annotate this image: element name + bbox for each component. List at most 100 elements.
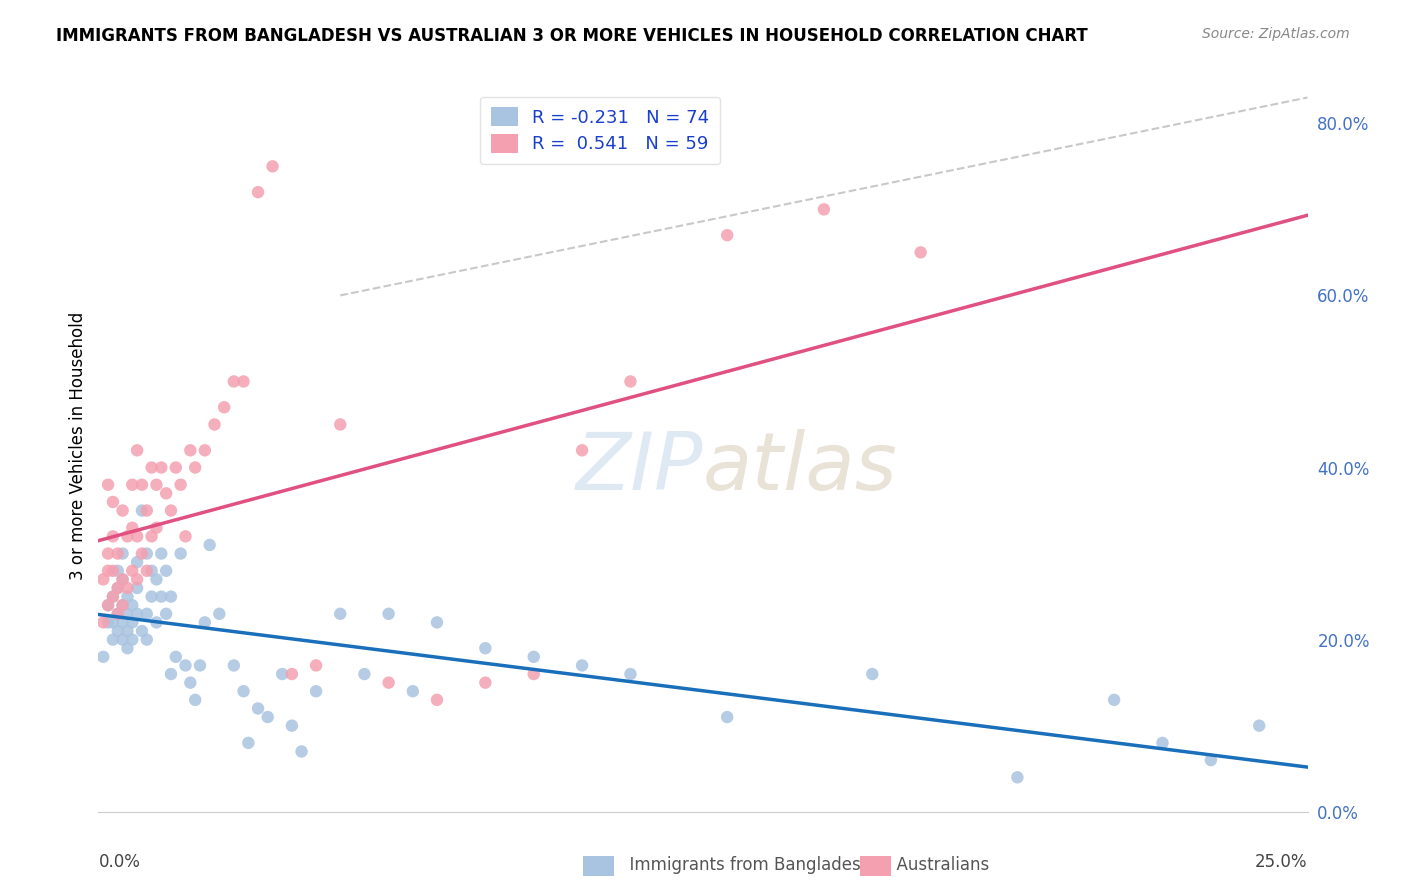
Point	[121, 564, 143, 578]
Point	[910, 245, 932, 260]
Point	[188, 658, 211, 673]
Point	[150, 547, 173, 561]
Point	[121, 477, 143, 491]
Point	[117, 529, 139, 543]
Point	[208, 607, 231, 621]
Point	[247, 701, 270, 715]
Point	[101, 632, 124, 647]
Point	[377, 607, 399, 621]
Point	[160, 590, 183, 604]
Point	[107, 581, 129, 595]
Text: Source: ZipAtlas.com: Source: ZipAtlas.com	[1202, 27, 1350, 41]
Point	[127, 573, 149, 587]
Point	[127, 555, 149, 569]
Point	[145, 477, 167, 491]
Point	[101, 529, 124, 543]
Point	[101, 590, 124, 604]
Point	[155, 607, 177, 621]
Point	[281, 667, 304, 681]
Point	[135, 503, 157, 517]
Point	[101, 590, 124, 604]
Point	[232, 684, 254, 698]
Point	[305, 658, 328, 673]
Point	[474, 675, 496, 690]
Point	[121, 632, 143, 647]
Point	[571, 443, 593, 458]
Point	[204, 417, 226, 432]
Point	[117, 590, 139, 604]
Point	[290, 744, 312, 758]
Text: 25.0%: 25.0%	[1256, 854, 1308, 871]
Point	[179, 443, 201, 458]
Point	[131, 624, 153, 638]
Point	[1199, 753, 1222, 767]
Point	[107, 547, 129, 561]
Point	[111, 573, 134, 587]
Point	[256, 710, 278, 724]
Point	[860, 667, 883, 681]
Text: atlas: atlas	[703, 429, 898, 507]
Point	[169, 477, 191, 491]
Point	[97, 615, 120, 630]
Point	[426, 615, 449, 630]
Point	[111, 615, 134, 630]
Point	[107, 624, 129, 638]
Point	[184, 460, 207, 475]
Point	[135, 632, 157, 647]
Point	[131, 547, 153, 561]
Point	[212, 401, 235, 415]
Point	[141, 529, 163, 543]
Point	[141, 564, 163, 578]
Point	[117, 641, 139, 656]
Point	[91, 615, 114, 630]
Point	[523, 649, 546, 664]
Point	[329, 607, 352, 621]
Point	[107, 564, 129, 578]
Point	[402, 684, 425, 698]
Point	[107, 607, 129, 621]
Point	[145, 573, 167, 587]
Point	[135, 564, 157, 578]
Point	[150, 460, 173, 475]
Point	[155, 486, 177, 500]
Point	[165, 649, 187, 664]
Point	[716, 710, 738, 724]
Point	[135, 547, 157, 561]
Point	[813, 202, 835, 217]
Point	[571, 658, 593, 673]
Point	[111, 632, 134, 647]
Point	[145, 521, 167, 535]
Text: 0.0%: 0.0%	[98, 854, 141, 871]
Point	[111, 598, 134, 612]
Point	[377, 675, 399, 690]
Point	[169, 547, 191, 561]
Point	[107, 607, 129, 621]
Point	[247, 185, 270, 199]
Point	[135, 607, 157, 621]
Point	[194, 443, 217, 458]
Point	[127, 529, 149, 543]
Point	[194, 615, 217, 630]
Point	[160, 667, 183, 681]
Point	[117, 624, 139, 638]
Point	[305, 684, 328, 698]
Point	[222, 658, 245, 673]
Point	[329, 417, 352, 432]
Point	[117, 607, 139, 621]
Point	[271, 667, 294, 681]
Point	[160, 503, 183, 517]
Point	[262, 159, 284, 173]
Point	[141, 460, 163, 475]
Text: IMMIGRANTS FROM BANGLADESH VS AUSTRALIAN 3 OR MORE VEHICLES IN HOUSEHOLD CORRELA: IMMIGRANTS FROM BANGLADESH VS AUSTRALIAN…	[56, 27, 1088, 45]
Point	[1249, 719, 1271, 733]
Point	[131, 477, 153, 491]
Point	[91, 573, 114, 587]
Point	[174, 658, 197, 673]
Text: Immigrants from Bangladesh: Immigrants from Bangladesh	[619, 856, 870, 874]
Point	[165, 460, 187, 475]
Point	[111, 547, 134, 561]
Point	[131, 503, 153, 517]
Point	[121, 521, 143, 535]
Point	[101, 615, 124, 630]
Point	[474, 641, 496, 656]
